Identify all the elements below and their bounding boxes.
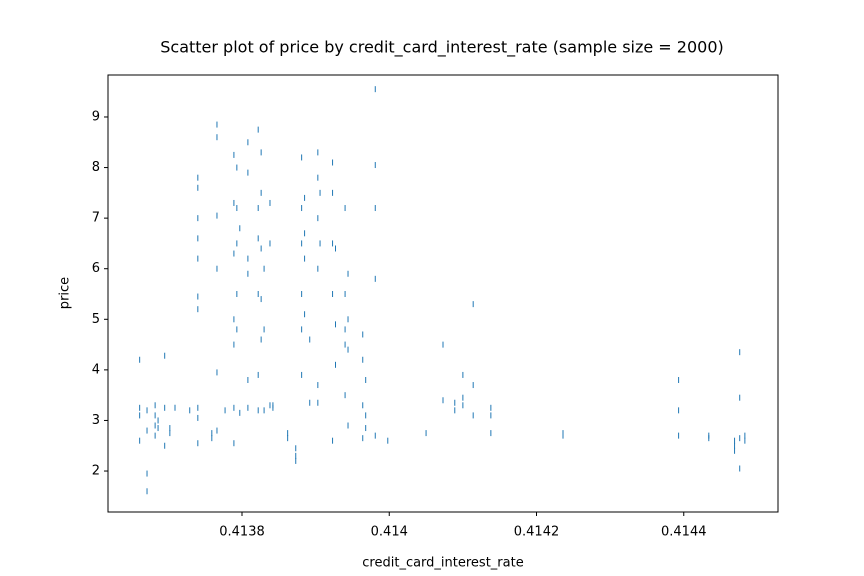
x-axis-label: credit_card_interest_rate bbox=[362, 556, 523, 571]
y-tick-label: 5 bbox=[92, 312, 100, 327]
y-tick-label: 2 bbox=[92, 464, 100, 479]
y-tick-label: 4 bbox=[92, 362, 100, 377]
x-tick-label: 0.414 bbox=[371, 525, 408, 540]
y-tick-label: 8 bbox=[92, 160, 100, 175]
y-tick-label: 7 bbox=[92, 211, 100, 226]
plot-frame bbox=[107, 74, 779, 513]
y-tick-label: 3 bbox=[92, 413, 100, 428]
y-tick-label: 9 bbox=[92, 109, 100, 124]
x-tick-label: 0.4144 bbox=[661, 525, 707, 540]
y-tick-label: 6 bbox=[92, 261, 100, 276]
y-axis-label: price bbox=[58, 277, 73, 309]
x-tick-label: 0.4142 bbox=[514, 525, 560, 540]
chart-title: Scatter plot of price by credit_card_int… bbox=[160, 38, 724, 58]
x-tick-label: 0.4138 bbox=[219, 525, 265, 540]
